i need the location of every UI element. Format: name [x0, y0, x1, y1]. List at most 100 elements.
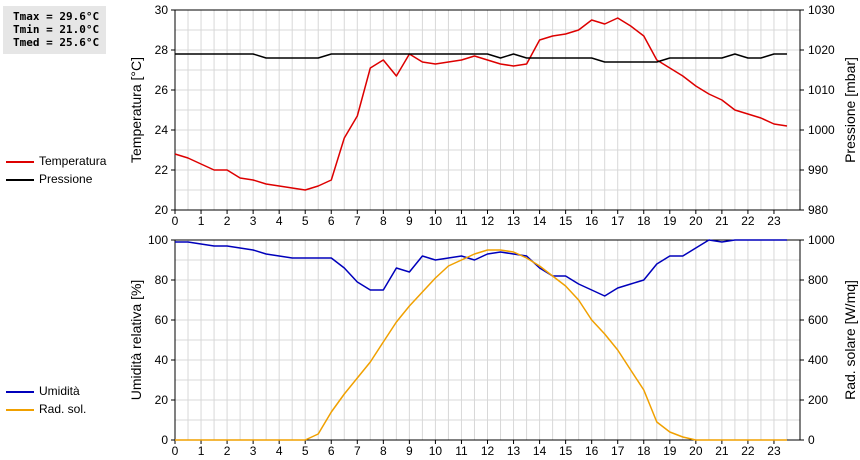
- legend-swatch-temperature: [6, 161, 34, 163]
- x-tick-label: 2: [224, 214, 231, 228]
- x-tick-label: 5: [302, 214, 309, 228]
- x-tick-label: 0: [172, 214, 179, 228]
- x-tick-label: 10: [429, 214, 443, 228]
- y-tick-label-left: 40: [155, 353, 169, 367]
- y-tick-label-right: 800: [808, 273, 828, 287]
- x-tick-label: 10: [429, 444, 443, 458]
- x-tick-label: 18: [637, 214, 651, 228]
- chart-panel-1: 0 1 2 3 4 5 6 7 8 9 10 11 12 13 14 15 16 17 18 19 20 21 22 2320…: [128, 3, 858, 228]
- x-tick-label: 22: [741, 214, 755, 228]
- x-tick-label: 1: [198, 214, 205, 228]
- y-tick-label-left: 20: [155, 203, 169, 217]
- x-tick-label: 5: [302, 444, 309, 458]
- x-tick-label: 19: [663, 214, 677, 228]
- x-tick-label: 17: [611, 214, 625, 228]
- tmax-stat: Tmax = 29.6°C: [13, 10, 100, 23]
- x-tick-label: 6: [328, 214, 335, 228]
- series-line-temperatura: [174, 17, 788, 191]
- x-tick-label: 20: [689, 444, 703, 458]
- x-tick-label: 16: [585, 444, 599, 458]
- x-tick-label: 7: [354, 444, 361, 458]
- x-tick-label: 16: [585, 214, 599, 228]
- x-tick-label: 7: [354, 214, 361, 228]
- tmin-stat: Tmin = 21.0°C: [13, 23, 100, 36]
- y-tick-label-left: 100: [148, 233, 168, 247]
- x-tick-label: 8: [380, 444, 387, 458]
- y-tick-label-left: 80: [155, 273, 169, 287]
- x-tick-label: 11: [455, 444, 468, 458]
- legend-item-temperature: Temperatura: [6, 153, 126, 171]
- x-tick-label: 9: [406, 444, 413, 458]
- y-tick-label-right: 1000: [808, 233, 835, 247]
- x-tick-label: 3: [250, 444, 257, 458]
- y-tick-label-right: 990: [808, 163, 828, 177]
- y-tick-label-right: 1010: [808, 83, 835, 97]
- x-tick-label: 8: [380, 214, 387, 228]
- x-tick-label: 15: [559, 444, 573, 458]
- y-tick-label-right: 980: [808, 203, 828, 217]
- y-tick-label-left: 22: [155, 163, 169, 177]
- y-axis-label-left: Umidità relativa [%]: [128, 280, 144, 401]
- x-tick-label: 19: [663, 444, 677, 458]
- y-tick-label-right: 600: [808, 313, 828, 327]
- series-line-pressione: [175, 53, 787, 63]
- legend-label-humidity: Umidità: [39, 384, 80, 398]
- y-tick-label-left: 24: [155, 123, 169, 137]
- x-tick-label: 1: [198, 444, 205, 458]
- legend-item-pressure: Pressione: [6, 171, 126, 189]
- x-tick-label: 17: [611, 444, 625, 458]
- x-tick-label: 22: [741, 444, 755, 458]
- y-tick-label-left: 30: [155, 3, 169, 17]
- legend-label-solar: Rad. sol.: [39, 402, 87, 416]
- x-tick-label: 21: [715, 444, 729, 458]
- legend-swatch-solar: [6, 409, 34, 411]
- x-tick-label: 11: [455, 214, 468, 228]
- x-tick-label: 20: [689, 214, 703, 228]
- x-tick-label: 2: [224, 444, 231, 458]
- x-tick-label: 23: [767, 214, 781, 228]
- y-tick-label-right: 200: [808, 393, 828, 407]
- legend-swatch-pressure: [6, 179, 34, 181]
- series-line-rad-sol: [175, 249, 787, 441]
- x-tick-label: 23: [767, 444, 781, 458]
- temperature-stats-box: Tmax = 29.6°C Tmin = 21.0°C Tmed = 25.6°…: [3, 6, 106, 54]
- x-tick-label: 13: [507, 444, 521, 458]
- y-tick-label-left: 28: [155, 43, 169, 57]
- y-tick-label-right: 400: [808, 353, 828, 367]
- x-tick-label: 6: [328, 444, 335, 458]
- legend-label-pressure: Pressione: [39, 172, 93, 186]
- tmed-stat: Tmed = 25.6°C: [13, 36, 100, 49]
- chart-panel-2: 0 1 2 3 4 5 6 7 8 9 10 11 12 13 14 15 16 17 18 19 20 21 22 2302…: [128, 233, 858, 458]
- y-axis-label-right: Rad. solare [W/mq]: [842, 280, 858, 400]
- y-tick-label-left: 60: [155, 313, 169, 327]
- y-tick-label-right: 1020: [808, 43, 835, 57]
- legend-label-temperature: Temperatura: [39, 154, 107, 168]
- x-tick-label: 4: [276, 444, 283, 458]
- x-tick-label: 14: [533, 444, 547, 458]
- y-axis-label-right: Pressione [mbar]: [842, 57, 858, 163]
- legend-bottom: Umidità Rad. sol.: [6, 383, 126, 419]
- x-tick-label: 3: [250, 214, 257, 228]
- x-tick-label: 14: [533, 214, 547, 228]
- legend-item-solar: Rad. sol.: [6, 401, 126, 419]
- series-line-umidit: [175, 239, 787, 297]
- y-axis-label-left: Temperatura [°C]: [128, 57, 144, 163]
- x-tick-label: 21: [715, 214, 729, 228]
- legend-item-humidity: Umidità: [6, 383, 126, 401]
- y-tick-label-left: 26: [155, 83, 169, 97]
- y-tick-label-left: 20: [155, 393, 169, 407]
- x-tick-label: 13: [507, 214, 521, 228]
- legend-top: Temperatura Pressione: [6, 153, 126, 189]
- y-tick-label-right: 0: [808, 433, 815, 447]
- x-tick-label: 4: [276, 214, 283, 228]
- y-tick-label-right: 1000: [808, 123, 835, 137]
- x-tick-label: 12: [481, 444, 495, 458]
- y-tick-label-right: 1030: [808, 3, 835, 17]
- y-tick-label-left: 0: [161, 433, 168, 447]
- x-tick-label: 15: [559, 214, 573, 228]
- legend-swatch-humidity: [6, 391, 34, 393]
- x-tick-label: 12: [481, 214, 495, 228]
- x-tick-label: 9: [406, 214, 413, 228]
- x-tick-label: 18: [637, 444, 651, 458]
